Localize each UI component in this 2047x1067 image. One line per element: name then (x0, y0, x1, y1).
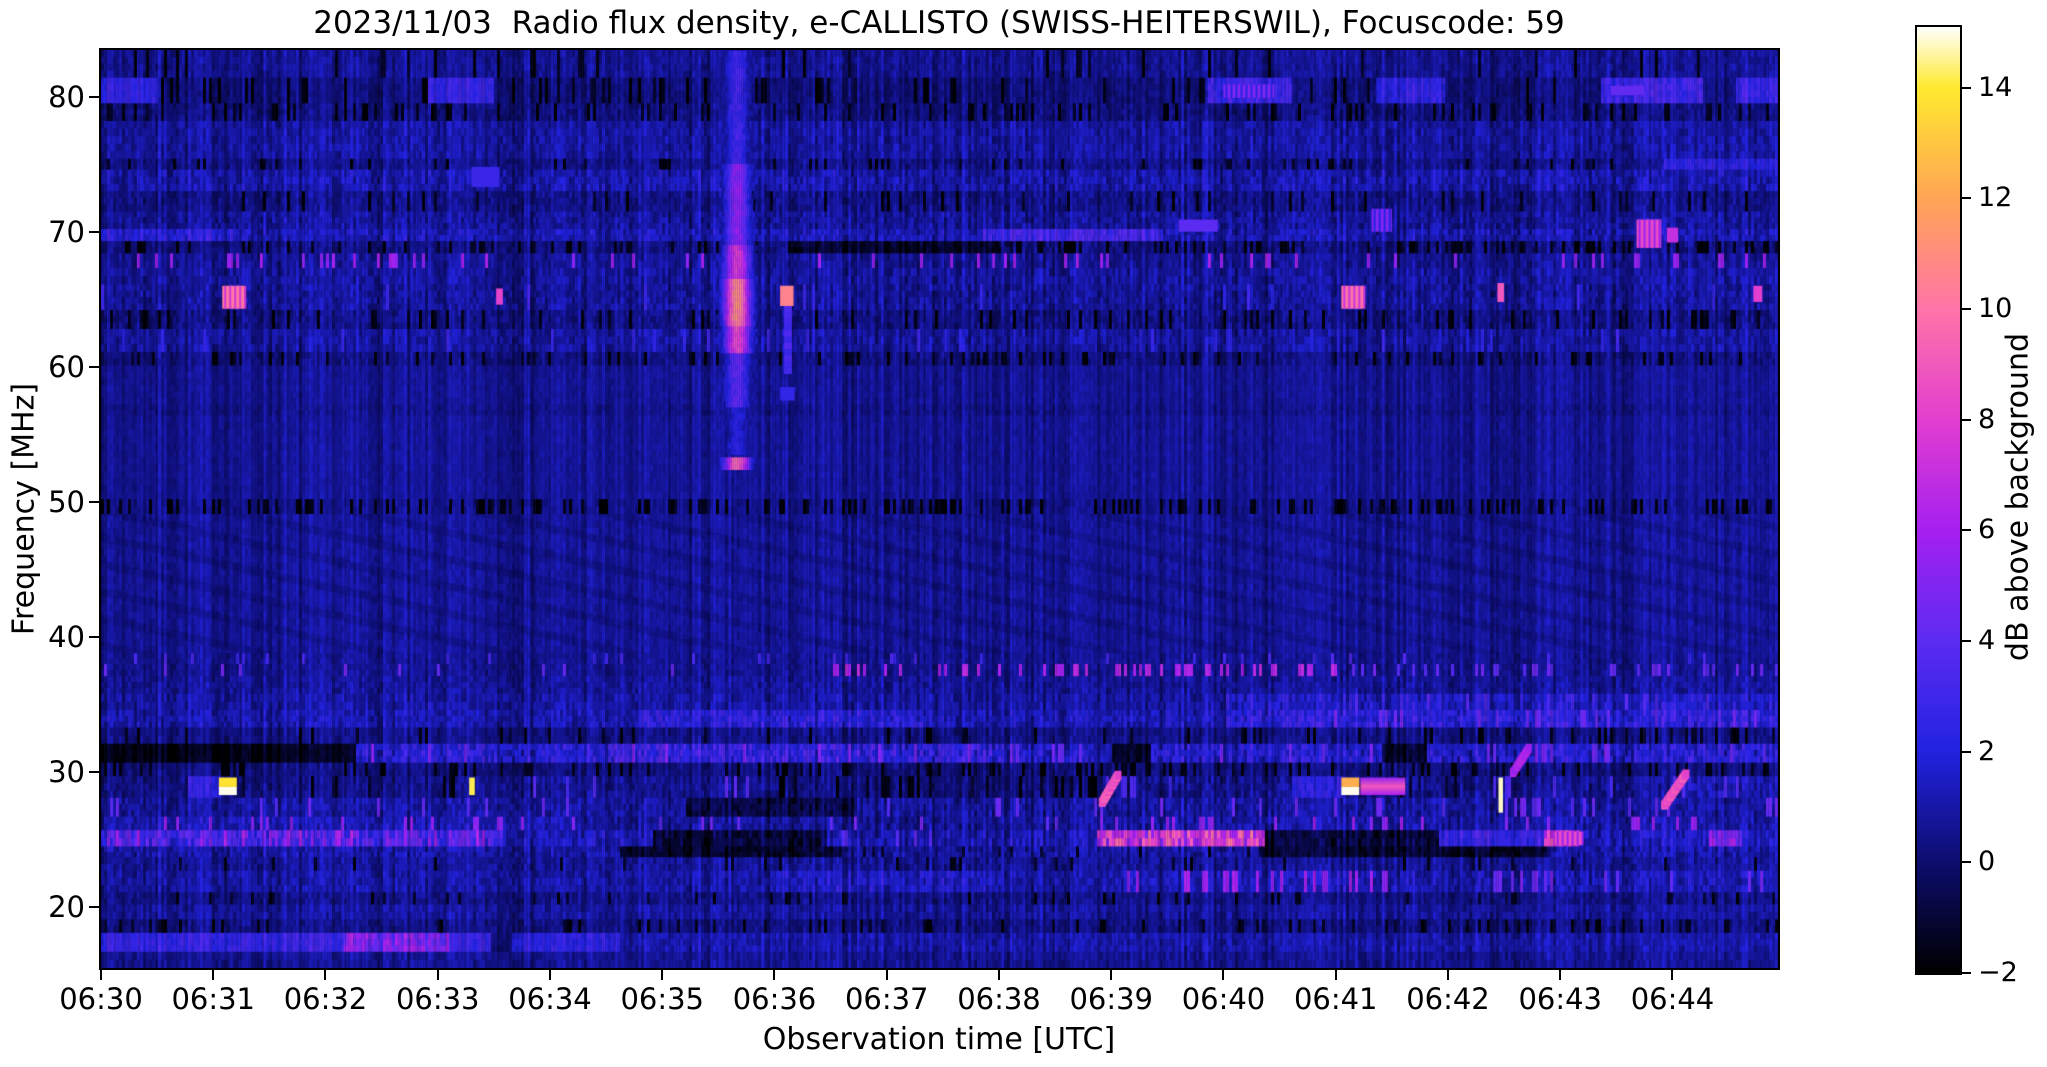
y-tick-label: 40 (48, 620, 85, 654)
colorbar-label: dB above background (2000, 332, 2036, 662)
x-axis-label: Observation time [UTC] (762, 1022, 1116, 1057)
plot-area (99, 48, 1780, 970)
colorbar-tick-mark (1962, 640, 1971, 643)
x-tick-mark (1334, 970, 1337, 980)
x-tick-mark (436, 970, 439, 980)
colorbar-tick-mark (1962, 308, 1971, 311)
x-tick-label: 06:33 (395, 982, 480, 1016)
x-tick-mark (324, 970, 327, 980)
colorbar-tick-label: 10 (1978, 293, 2013, 325)
x-tick-label: 06:38 (957, 982, 1041, 1016)
y-tick-label: 30 (48, 755, 85, 790)
colorbar-tick-label: 2 (1978, 735, 1996, 767)
x-tick-mark (1671, 970, 1674, 980)
y-tick-label: 70 (48, 214, 85, 249)
x-tick-label: 06:36 (732, 982, 817, 1016)
colorbar-tick-mark (1962, 861, 1971, 864)
chart-title: 2023/11/03 Radio flux density, e-CALLIST… (313, 5, 1565, 41)
y-tick-label: 20 (48, 890, 85, 925)
colorbar-tick-mark (1962, 418, 1971, 421)
x-tick-mark (1110, 970, 1113, 980)
x-tick-label: 06:35 (620, 982, 705, 1016)
x-tick-label: 06:30 (59, 982, 143, 1016)
x-tick-label: 06:37 (844, 982, 929, 1016)
x-tick-mark (1446, 970, 1449, 980)
x-tick-mark (212, 970, 215, 980)
x-tick-label: 06:31 (171, 982, 256, 1016)
colorbar-tick-label: −2 (1978, 957, 2018, 988)
y-tick-mark (89, 636, 99, 638)
spectrogram-canvas (101, 50, 1778, 968)
x-tick-label: 06:34 (508, 982, 592, 1016)
y-tick-mark (89, 95, 99, 98)
colorbar-tick-label: 8 (1978, 403, 1996, 435)
x-tick-label: 06:40 (1181, 982, 1266, 1016)
x-tick-mark (1222, 970, 1225, 980)
y-tick-label: 60 (48, 349, 85, 384)
x-tick-mark (1559, 970, 1562, 980)
colorbar-tick-label: 12 (1978, 182, 2013, 214)
x-tick-label: 06:44 (1630, 982, 1715, 1016)
x-tick-mark (997, 970, 1000, 980)
y-tick-mark (89, 771, 99, 774)
colorbar-tick-label: 14 (1978, 71, 2013, 103)
y-tick-mark (89, 500, 99, 503)
y-tick-label: 80 (48, 79, 85, 114)
y-tick-label: 50 (48, 484, 85, 519)
x-tick-mark (773, 970, 776, 980)
x-tick-mark (885, 970, 888, 980)
colorbar-tick-mark (1962, 750, 1971, 753)
y-tick-mark (89, 906, 99, 909)
colorbar-tick-mark (1962, 197, 1971, 200)
x-tick-mark (661, 970, 664, 980)
x-tick-label: 06:43 (1518, 982, 1603, 1016)
x-tick-mark (100, 970, 102, 980)
x-tick-label: 06:32 (283, 982, 368, 1016)
colorbar-tick-mark (1962, 972, 1971, 974)
y-tick-mark (89, 230, 99, 233)
y-tick-mark (89, 365, 99, 368)
colorbar-tick-label: 4 (1978, 625, 1996, 657)
colorbar-tick-label: 6 (1978, 514, 1996, 546)
x-tick-mark (548, 970, 551, 980)
colorbar-tick-label: 0 (1978, 846, 1996, 878)
x-tick-label: 06:42 (1406, 982, 1490, 1016)
x-tick-label: 06:41 (1293, 982, 1378, 1016)
colorbar (1915, 25, 1962, 975)
x-tick-label: 06:39 (1069, 982, 1154, 1016)
colorbar-tick-mark (1962, 529, 1971, 532)
colorbar-tick-mark (1962, 86, 1971, 89)
